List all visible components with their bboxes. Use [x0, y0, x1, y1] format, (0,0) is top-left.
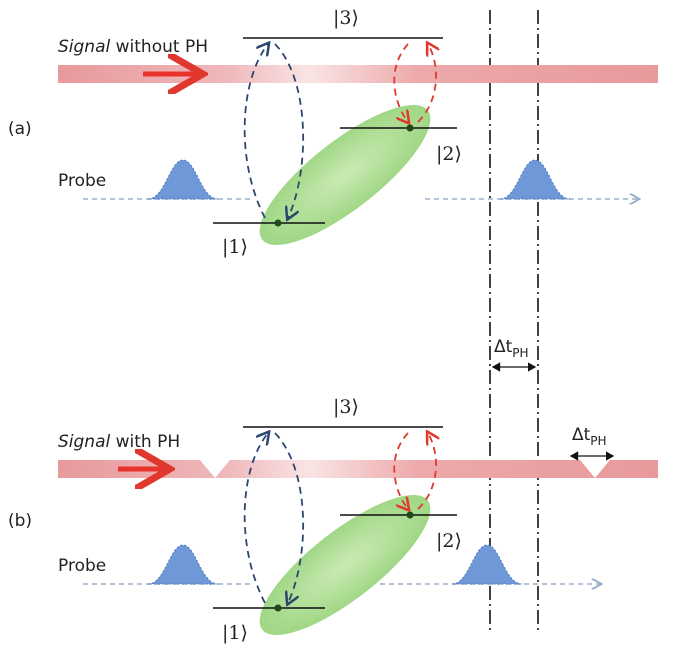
delay-symbol: Δt	[572, 425, 591, 445]
level-label: |2⟩	[436, 143, 462, 165]
level-label: |2⟩	[436, 530, 462, 552]
level-label: |3⟩	[333, 396, 359, 418]
population	[407, 512, 414, 519]
panel-a: Signal without PH (a) Probe |3⟩ |2⟩ |1⟩	[8, 7, 658, 266]
probe-label: Probe	[58, 556, 106, 576]
signal-rest: with PH	[116, 432, 181, 452]
delay-symbol: Δt	[494, 337, 513, 357]
panel-label: (a)	[8, 119, 32, 139]
signal-emphasis: Signal	[58, 432, 110, 452]
delay-label: ΔtPH	[572, 425, 607, 448]
diagram: Signal without PH (a) Probe |3⟩ |2⟩ |1⟩ …	[0, 0, 674, 649]
signal-label: Signal without PH	[58, 37, 208, 57]
signal-rest: without PH	[116, 37, 208, 57]
panel-label: (b)	[8, 511, 32, 531]
population	[275, 605, 282, 612]
signal-emphasis: Signal	[58, 37, 110, 57]
molecule	[241, 474, 448, 649]
delay-subscript: PH	[590, 434, 606, 448]
probe-pulse	[148, 545, 218, 584]
level-label: |1⟩	[222, 236, 248, 258]
probe-pulse	[452, 545, 522, 584]
signal-label: Signal with PH	[58, 432, 180, 452]
probe-pulse	[500, 160, 570, 199]
transition	[245, 433, 268, 603]
population	[275, 220, 282, 227]
probe-label: Probe	[58, 171, 106, 191]
level-label: |1⟩	[222, 622, 248, 644]
probe-pulse	[148, 160, 218, 199]
panel-b: Signal with PH ΔtPH (b) Probe |3⟩ |2⟩ |1…	[8, 396, 658, 649]
level-label: |3⟩	[333, 7, 359, 29]
molecule	[241, 84, 448, 267]
delay-subscript: PH	[512, 346, 528, 360]
delay-label: ΔtPH	[494, 337, 529, 360]
population	[407, 125, 414, 132]
